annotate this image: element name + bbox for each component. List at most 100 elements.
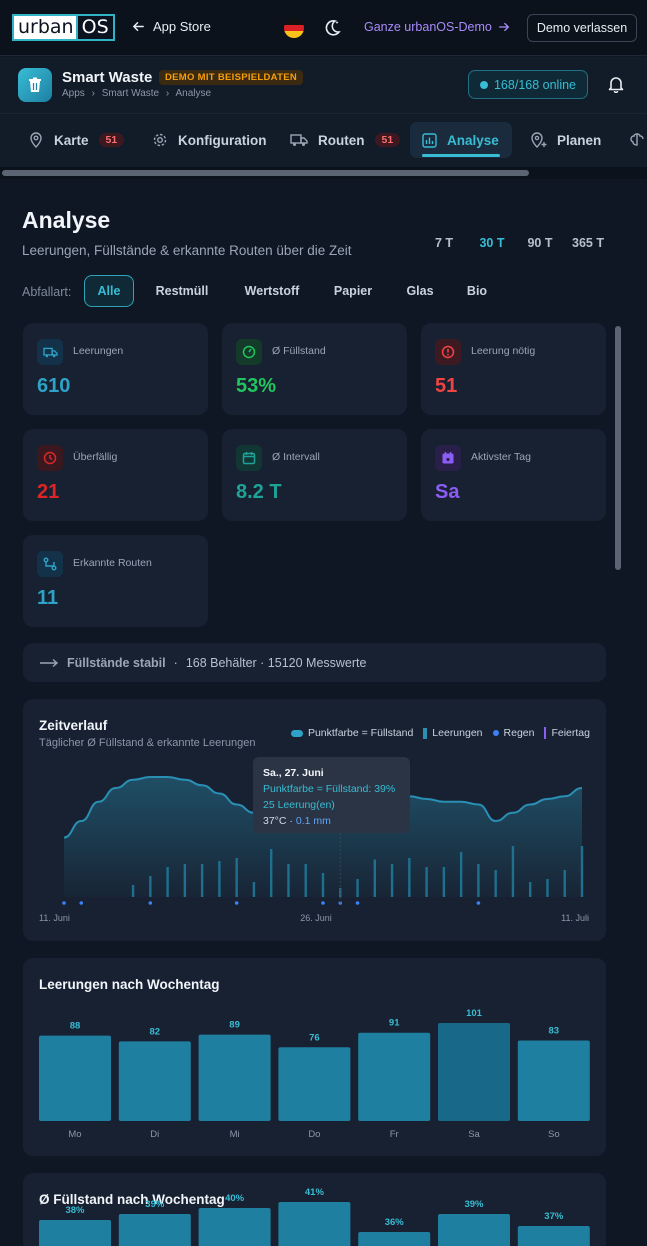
leerungen-bar (477, 864, 480, 897)
leerungen-bar (563, 870, 566, 897)
filter-bio[interactable]: Bio (466, 284, 488, 298)
tab-karte-label: Karte (54, 132, 89, 148)
gear-icon (153, 133, 167, 147)
weekday-bar (517, 1040, 590, 1121)
breadcrumb-apps[interactable]: Apps (62, 88, 85, 99)
leerungen-bar (459, 852, 463, 897)
app-header: Smart Waste DEMO MIT BEISPIELDATEN Apps … (0, 57, 647, 113)
breadcrumb-analyse: Analyse (175, 88, 212, 99)
tab-planen[interactable]: Planen (518, 122, 613, 158)
timeline-tooltip: Sa., 27. Juni Punktfarbe = Füllstand: 39… (253, 757, 410, 833)
kpi-card-erkannte-routen: Erkannte Routen 11 (23, 535, 208, 627)
timeline-title: Zeitverlauf (39, 718, 108, 733)
urbanos-logo[interactable]: urban OS (12, 14, 115, 41)
leerungen-bar (356, 879, 359, 897)
leerungen-bar (529, 882, 532, 897)
leerungen-bar (408, 858, 411, 897)
page-subtitle: Leerungen, Füllstände & erkannte Routen … (22, 243, 352, 258)
tab-konfiguration[interactable]: Konfiguration (140, 122, 278, 158)
truck-icon (37, 339, 63, 365)
breadcrumb-smart-waste[interactable]: Smart Waste (101, 88, 160, 99)
arrow-left-icon (132, 22, 144, 31)
truck-icon (290, 134, 308, 146)
weekday-bar (118, 1041, 191, 1121)
full-demo-link[interactable]: Ganze urbanOS-Demo (364, 20, 510, 34)
legend-label: Feiertag (551, 727, 590, 739)
category-label: Di (150, 1129, 159, 1140)
kpi-label: Überfällig (73, 451, 118, 463)
weekday-bar (358, 1232, 431, 1246)
legend-dot-icon (492, 730, 499, 737)
breadcrumb: Apps › Smart Waste › Analyse (62, 88, 211, 99)
kpi-label: Ø Intervall (272, 451, 320, 463)
full-demo-label: Ganze urbanOS-Demo (364, 20, 492, 34)
range-90t[interactable]: 90 T (527, 236, 553, 250)
logo-text-urban: urban (18, 16, 74, 38)
legend-label: Punktfarbe = Füllstand (307, 727, 414, 740)
trend-detail: 168 Behälter · 15120 Messwerte (185, 655, 367, 670)
weekday-fill-chart: 38% 39% 40% 41% 36% 39% 37% (39, 1187, 590, 1246)
route-icon (37, 551, 63, 577)
exit-demo-button[interactable]: Demo verlassen (527, 14, 637, 42)
brain-icon (630, 133, 644, 146)
leerungen-bar (390, 864, 394, 897)
bar-value-label: 89 (229, 1020, 240, 1031)
legend-leerungen: Leerungen (423, 727, 483, 740)
bell-icon[interactable] (607, 75, 625, 93)
legend-fill-color: Punktfarbe = Füllstand (290, 727, 414, 740)
top-bar: urban OS App Store Ganze urbanOS-Demo De… (0, 0, 647, 56)
time-range-selector: 7 T 30 T 90 T 365 T (420, 236, 612, 250)
online-status-badge[interactable]: 168/168 online (468, 70, 588, 99)
range-365t[interactable]: 365 T (572, 236, 604, 250)
arrow-right-icon (40, 658, 59, 667)
tab-planen-label: Planen (557, 132, 602, 148)
filter-restmuell[interactable]: Restmüll (155, 284, 209, 298)
legend-label: Regen (503, 727, 535, 740)
fill-level-trend-bar: Füllstände stabil · 168 Behälter · 15120… (23, 643, 606, 682)
weekday-bar (438, 1214, 510, 1246)
leerungen-bar (546, 879, 549, 897)
weekday-bar (198, 1208, 271, 1246)
leerungen-bar (373, 859, 376, 897)
german-flag-icon[interactable] (284, 18, 304, 38)
kpi-label: Aktivster Tag (471, 451, 531, 463)
range-30t[interactable]: 30 T (479, 236, 505, 250)
moon-icon[interactable] (322, 18, 342, 38)
kpi-card-intervall: Ø Intervall 8.2 T (222, 429, 407, 521)
page-title: Analyse (22, 207, 111, 233)
range-7t[interactable]: 7 T (434, 236, 454, 250)
vertical-scrollbar-thumb[interactable] (615, 326, 621, 570)
category-label: So (548, 1129, 560, 1140)
tab-analyse[interactable]: Analyse (410, 122, 512, 158)
tab-karte[interactable]: Karte 51 (16, 122, 136, 158)
tooltip-temp: 37°C (263, 815, 287, 827)
horizontal-scrollbar-thumb[interactable] (2, 170, 529, 176)
tab-bar: Karte 51 Konfiguration Routen 51 Analyse… (0, 113, 647, 167)
bar-value-label: 37% (544, 1211, 564, 1222)
legend-label: Leerungen (432, 727, 483, 740)
app-title: Smart Waste (62, 69, 153, 86)
horizontal-scrollbar[interactable] (0, 167, 647, 179)
bar-value-label: 39% (464, 1199, 484, 1210)
rain-dot (234, 901, 239, 905)
kpi-card-fuellstand: Ø Füllstand 53% (222, 323, 407, 415)
filter-papier[interactable]: Papier (333, 284, 373, 298)
weekday-bar (278, 1202, 351, 1246)
leerungen-bar (218, 861, 221, 897)
tab-routen[interactable]: Routen 51 (278, 122, 412, 158)
legend-feiertag: Feiertag (544, 727, 590, 740)
category-label: Mi (230, 1129, 240, 1140)
bar-value-label: 41% (305, 1187, 325, 1198)
rain-dot (62, 901, 66, 905)
filter-wertstoff[interactable]: Wertstoff (244, 284, 300, 298)
kpi-label: Erkannte Routen (73, 557, 152, 569)
filter-glas[interactable]: Glas (406, 284, 434, 298)
leerungen-bar (149, 876, 152, 897)
app-store-back-link[interactable]: App Store (132, 19, 211, 34)
weekday-bar (438, 1023, 510, 1121)
tab-more[interactable] (616, 122, 647, 158)
vertical-scrollbar[interactable] (612, 322, 624, 1246)
leerungen-bar (425, 867, 428, 897)
timeline-chart[interactable]: 11. Juni 26. Juni 11. Juli (23, 699, 606, 941)
filter-alle[interactable]: Alle (84, 275, 134, 307)
